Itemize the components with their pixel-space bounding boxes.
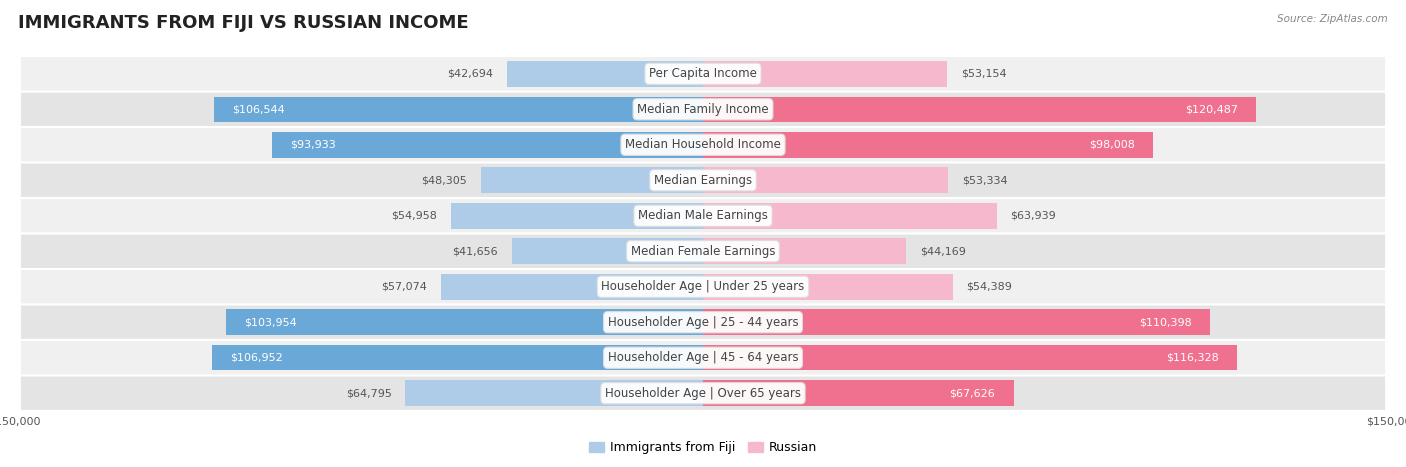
Bar <box>441 274 703 299</box>
Bar <box>271 132 703 157</box>
Bar <box>703 274 953 299</box>
Text: $54,958: $54,958 <box>391 211 437 221</box>
Text: $110,398: $110,398 <box>1139 317 1192 327</box>
Text: Per Capita Income: Per Capita Income <box>650 67 756 80</box>
Bar <box>703 97 1257 122</box>
Text: $44,169: $44,169 <box>920 246 966 256</box>
Text: $64,795: $64,795 <box>346 388 392 398</box>
Text: $116,328: $116,328 <box>1166 353 1219 363</box>
Text: $106,952: $106,952 <box>231 353 283 363</box>
Bar <box>481 168 703 193</box>
Text: $57,074: $57,074 <box>381 282 427 292</box>
Text: Median Family Income: Median Family Income <box>637 103 769 116</box>
Text: $53,154: $53,154 <box>960 69 1007 79</box>
FancyBboxPatch shape <box>21 376 1385 410</box>
Text: Median Earnings: Median Earnings <box>654 174 752 187</box>
Bar <box>450 203 703 228</box>
Bar <box>512 239 703 264</box>
Text: Source: ZipAtlas.com: Source: ZipAtlas.com <box>1277 14 1388 24</box>
Bar <box>703 203 997 228</box>
Text: $98,008: $98,008 <box>1088 140 1135 150</box>
Bar <box>703 310 1211 335</box>
Text: $93,933: $93,933 <box>290 140 336 150</box>
FancyBboxPatch shape <box>21 341 1385 375</box>
Bar <box>703 345 1237 370</box>
Text: Householder Age | 45 - 64 years: Householder Age | 45 - 64 years <box>607 351 799 364</box>
Bar <box>212 345 703 370</box>
Bar <box>703 168 948 193</box>
Text: Householder Age | 25 - 44 years: Householder Age | 25 - 44 years <box>607 316 799 329</box>
Text: $103,954: $103,954 <box>243 317 297 327</box>
FancyBboxPatch shape <box>21 128 1385 162</box>
Text: $106,544: $106,544 <box>232 104 285 114</box>
Text: $48,305: $48,305 <box>422 175 467 185</box>
Bar <box>508 61 703 86</box>
Bar <box>703 239 905 264</box>
FancyBboxPatch shape <box>21 163 1385 197</box>
FancyBboxPatch shape <box>21 305 1385 339</box>
Text: $54,389: $54,389 <box>966 282 1012 292</box>
Bar <box>225 310 703 335</box>
FancyBboxPatch shape <box>21 92 1385 126</box>
Text: Householder Age | Over 65 years: Householder Age | Over 65 years <box>605 387 801 400</box>
Text: Median Female Earnings: Median Female Earnings <box>631 245 775 258</box>
Legend: Immigrants from Fiji, Russian: Immigrants from Fiji, Russian <box>589 441 817 454</box>
Text: $63,939: $63,939 <box>1011 211 1056 221</box>
FancyBboxPatch shape <box>21 270 1385 304</box>
Text: $41,656: $41,656 <box>453 246 498 256</box>
Text: Householder Age | Under 25 years: Householder Age | Under 25 years <box>602 280 804 293</box>
Bar <box>214 97 703 122</box>
Bar <box>703 61 948 86</box>
Text: $42,694: $42,694 <box>447 69 494 79</box>
Text: $53,334: $53,334 <box>962 175 1007 185</box>
Bar <box>405 381 703 406</box>
FancyBboxPatch shape <box>21 234 1385 268</box>
Text: Median Household Income: Median Household Income <box>626 138 780 151</box>
FancyBboxPatch shape <box>21 199 1385 233</box>
Text: $120,487: $120,487 <box>1185 104 1239 114</box>
Text: Median Male Earnings: Median Male Earnings <box>638 209 768 222</box>
Bar <box>703 381 1014 406</box>
Text: $67,626: $67,626 <box>949 388 995 398</box>
Bar <box>703 132 1153 157</box>
FancyBboxPatch shape <box>21 57 1385 91</box>
Text: IMMIGRANTS FROM FIJI VS RUSSIAN INCOME: IMMIGRANTS FROM FIJI VS RUSSIAN INCOME <box>18 14 470 32</box>
